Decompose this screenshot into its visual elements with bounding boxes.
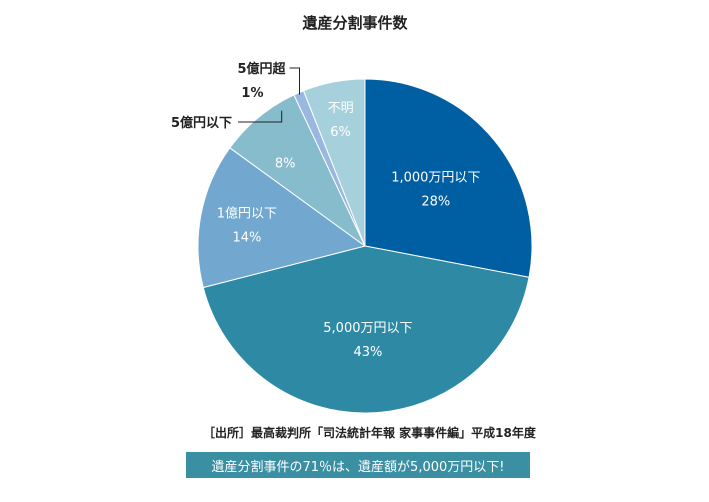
slice-value-label: 28% <box>421 195 450 210</box>
slice-value-label: 43% <box>353 345 382 360</box>
slice-category-label: 5億円以下 <box>171 115 232 131</box>
pie-slice <box>202 245 530 414</box>
slice-category-label: 1,000万円以下 <box>391 171 480 186</box>
source-note: ［出所］最高裁判所「司法統計年報 家事事件編」平成18年度 <box>203 426 536 440</box>
pie-chart: 遺産分割事件数 1,000万円以下 28% 5,000万円以下 43% 1億円以下 14%… <box>171 14 533 414</box>
leader-line <box>289 67 300 95</box>
pie-slice <box>364 78 533 278</box>
pie-slice <box>197 147 367 289</box>
pie-slice <box>302 78 366 247</box>
slice-category-label: 不明 <box>328 101 354 116</box>
slice-value-label: 6% <box>330 125 351 140</box>
slice-category-label: 5億円超 <box>237 61 286 77</box>
slice-value-label: 14% <box>232 231 261 246</box>
slice-category-label: 5,000万円以下 <box>323 321 412 336</box>
chart-title: 遺産分割事件数 <box>301 14 408 32</box>
slice-value-label: 1% <box>241 86 263 101</box>
slice-category-label: 1億円以下 <box>217 206 277 222</box>
summary-banner: 遺産分割事件の71％は、遺産額が5,000万円以下! <box>186 452 530 478</box>
leader-line <box>238 110 283 123</box>
slice-value-label: 8% <box>275 157 296 172</box>
